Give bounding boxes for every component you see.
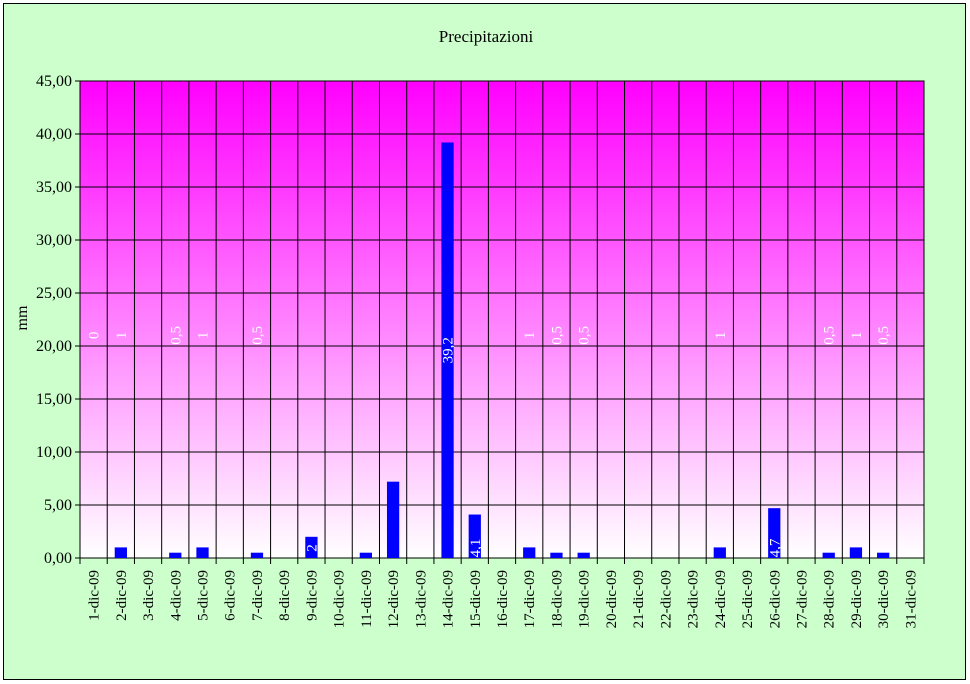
x-tick-label: 23-dic-09 <box>686 570 702 628</box>
data-label: 1 <box>849 332 865 340</box>
x-tick-label: 27-dic-09 <box>794 570 810 628</box>
x-tick-label: 25-dic-09 <box>740 570 756 628</box>
x-tick-label: 31-dic-09 <box>903 570 919 628</box>
y-tick-label: 40,00 <box>36 126 72 143</box>
y-tick-label: 45,00 <box>36 73 72 90</box>
plot-area <box>80 81 924 558</box>
x-tick-label: 18-dic-09 <box>549 570 565 628</box>
x-tick-label: 11-dic-09 <box>359 570 375 628</box>
data-label: 0,5 <box>168 326 184 345</box>
x-tick-label: 8-dic-09 <box>277 570 293 621</box>
x-tick-label: 24-dic-09 <box>713 570 729 628</box>
bar <box>713 547 726 558</box>
y-tick-label: 0,00 <box>44 550 72 567</box>
bar <box>441 142 454 559</box>
bar <box>577 552 590 558</box>
data-label: 2 <box>304 544 320 552</box>
x-tick-label: 13-dic-09 <box>413 570 429 628</box>
bar <box>523 547 536 558</box>
bar <box>768 508 781 558</box>
y-axis-ticks: 0,00 5,00 10,00 15,00 20,00 25,00 30,00 35,00 40… <box>36 73 80 567</box>
bar <box>849 547 863 558</box>
y-tick-label: 5,00 <box>44 497 72 514</box>
x-tick-label: 6-dic-09 <box>223 570 239 621</box>
y-tick-label: 35,00 <box>36 179 72 196</box>
data-label: 1 <box>196 332 212 340</box>
bar <box>386 481 400 558</box>
x-tick-label: 16-dic-09 <box>495 570 511 628</box>
data-label: 4,7 <box>767 538 783 557</box>
bar <box>196 547 209 558</box>
data-label: 1 <box>114 332 130 340</box>
bar <box>250 552 264 558</box>
bar <box>468 514 481 558</box>
bars <box>114 142 890 559</box>
x-tick-label: 20-dic-09 <box>604 570 620 628</box>
y-tick-label: 15,00 <box>36 391 72 408</box>
data-labels: 0 1 0,5 1 0,5 2 39,2 4,1 1 0,5 0,5 1 4,7 0,5 1 0,5 <box>87 326 893 557</box>
y-axis-label: mm <box>14 305 31 330</box>
x-tick-label: 21-dic-09 <box>631 570 647 628</box>
x-tick-label: 26-dic-09 <box>767 570 783 628</box>
y-tick-label: 30,00 <box>36 232 72 249</box>
bar <box>550 552 563 558</box>
bar <box>359 552 372 558</box>
data-label: 1 <box>522 332 538 340</box>
plot-border <box>79 80 925 559</box>
data-label: 1 <box>713 332 729 340</box>
x-tick-label: 29-dic-09 <box>849 570 865 628</box>
y-tick-label: 20,00 <box>36 338 72 355</box>
x-tick-label: 15-dic-09 <box>468 570 484 628</box>
x-tick-label: 5-dic-09 <box>196 570 212 621</box>
bar <box>169 552 182 558</box>
x-tick-label: 19-dic-09 <box>577 570 593 628</box>
y-tick-label: 10,00 <box>36 444 72 461</box>
x-tick-label: 4-dic-09 <box>168 570 184 621</box>
data-label: 0,5 <box>250 326 266 345</box>
bar <box>877 552 890 558</box>
bar <box>305 536 318 558</box>
x-tick-label: 2-dic-09 <box>114 570 130 621</box>
x-tick-label: 17-dic-09 <box>522 570 538 628</box>
data-label: 0,5 <box>876 326 892 345</box>
data-label: 0 <box>87 332 103 340</box>
x-tick-label: 9-dic-09 <box>304 570 320 621</box>
x-tick-label: 7-dic-09 <box>250 570 266 621</box>
x-tick-label: 28-dic-09 <box>822 570 838 628</box>
data-label: 0,5 <box>577 326 593 345</box>
chart-title: Precipitazioni <box>439 27 534 46</box>
bar <box>114 547 127 558</box>
x-tick-label: 30-dic-09 <box>876 570 892 628</box>
x-axis-ticks: 1-dic-09 2-dic-09 3-dic-09 4-dic-09 5-dic-09… <box>79 558 925 628</box>
x-tick-label: 1-dic-09 <box>87 570 103 621</box>
data-label: 4,1 <box>468 539 484 558</box>
x-tick-label: 10-dic-09 <box>332 570 348 628</box>
x-tick-label: 22-dic-09 <box>658 570 674 628</box>
data-label: 0,5 <box>549 326 565 345</box>
data-label: 0,5 <box>822 326 838 345</box>
x-tick-label: 14-dic-09 <box>441 570 457 628</box>
grid-lines <box>79 80 925 559</box>
bar <box>822 552 835 558</box>
data-label: 39,2 <box>441 337 457 363</box>
x-tick-label: 12-dic-09 <box>386 570 402 628</box>
x-tick-label: 3-dic-09 <box>141 570 157 621</box>
y-tick-label: 25,00 <box>36 285 72 302</box>
